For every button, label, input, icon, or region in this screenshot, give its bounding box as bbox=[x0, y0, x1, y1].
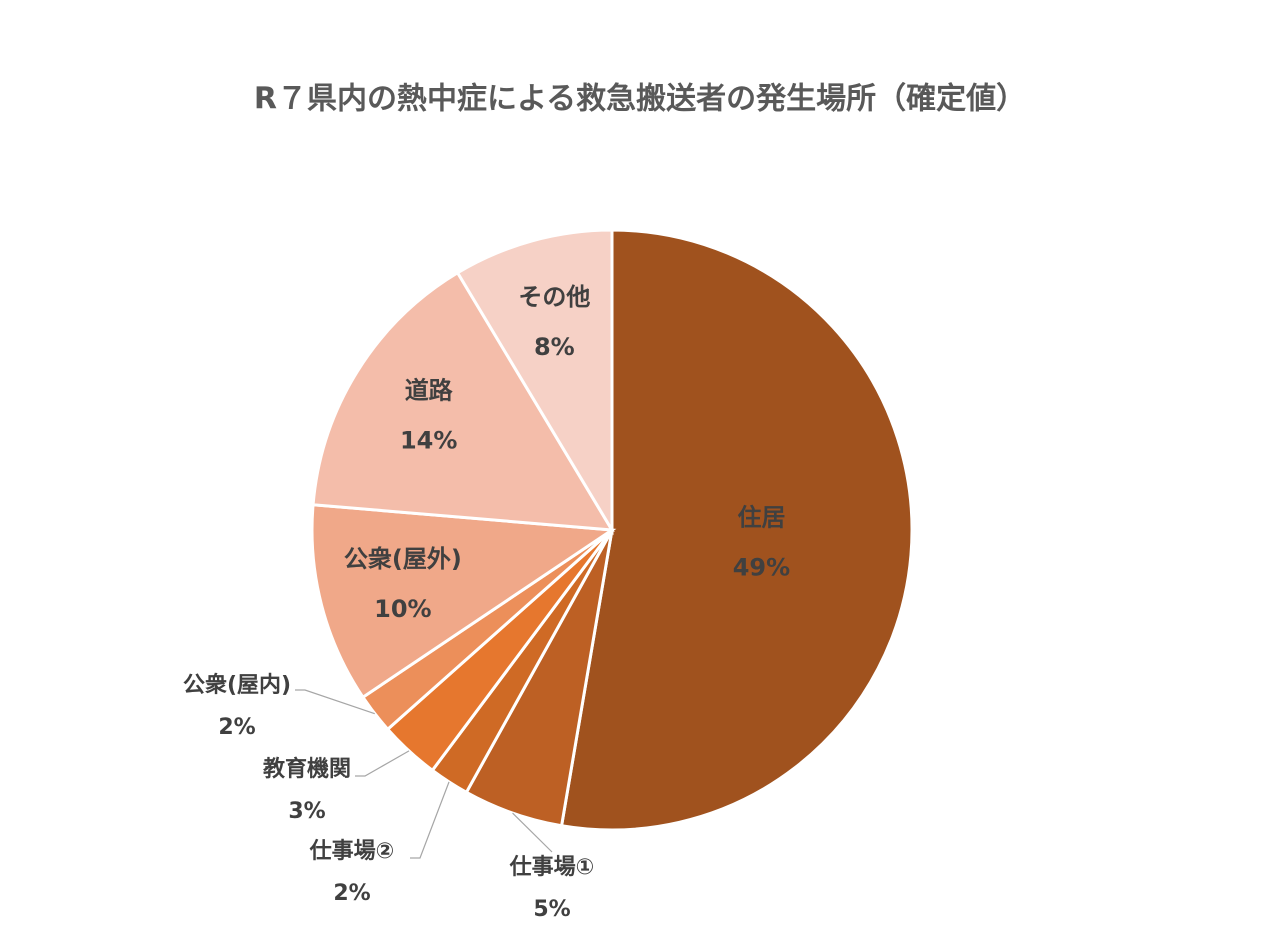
leader-line bbox=[410, 781, 450, 859]
slice-label: 道路 bbox=[405, 377, 454, 405]
slice-value: 49% bbox=[733, 554, 790, 582]
slice-value: 8% bbox=[534, 333, 575, 361]
slice-value: 2% bbox=[218, 715, 255, 740]
slice-value: 3% bbox=[288, 799, 325, 824]
slice-label: その他 bbox=[518, 283, 590, 311]
pie-slice bbox=[310, 503, 617, 700]
slice-label: 仕事場② bbox=[309, 838, 395, 864]
slice-label: 教育機関 bbox=[263, 756, 351, 782]
slice-label: 住居 bbox=[737, 504, 785, 532]
leader-line bbox=[512, 812, 553, 853]
slice-value: 5% bbox=[533, 897, 570, 922]
slice-value: 14% bbox=[400, 427, 457, 455]
chart-title: R７県内の熱中症による救急搬送者の発生場所（確定値） bbox=[254, 82, 1026, 117]
slice-label: 公衆(屋内) bbox=[183, 672, 291, 698]
pie-slice bbox=[559, 228, 914, 832]
pie-slice bbox=[455, 228, 614, 536]
slice-label: 公衆(屋外) bbox=[344, 545, 462, 573]
slice-label: 仕事場① bbox=[509, 854, 595, 880]
slice-value: 2% bbox=[333, 881, 370, 906]
leader-line bbox=[295, 689, 375, 715]
pie-slice bbox=[311, 270, 615, 532]
slice-value: 10% bbox=[374, 595, 431, 623]
leader-line bbox=[355, 750, 410, 777]
